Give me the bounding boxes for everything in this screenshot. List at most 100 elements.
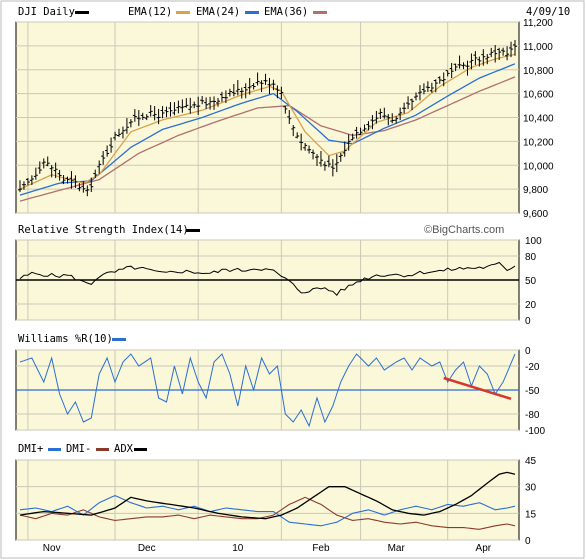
rsi-line bbox=[19, 261, 516, 296]
price-bar bbox=[188, 97, 193, 114]
dmi-minus-line bbox=[19, 496, 516, 530]
price-bar bbox=[267, 77, 272, 94]
williams-title: Williams %R(10) bbox=[18, 333, 113, 345]
y-tick-label: 0 bbox=[525, 316, 531, 327]
dmi-panel: DMI+ DMI- ADX 45 30 15 0 bbox=[15, 443, 537, 547]
price-bar bbox=[152, 106, 157, 121]
price-bar bbox=[101, 151, 106, 165]
price-bar bbox=[366, 121, 371, 131]
williams-trend-annotation bbox=[443, 376, 512, 400]
legend-ema24-label: EMA(24) bbox=[196, 6, 240, 18]
y-tick-label: 80 bbox=[525, 252, 537, 263]
price-y-tick-label: 10,800 bbox=[523, 66, 554, 77]
williams-line bbox=[19, 353, 516, 428]
adx-legend-label: ADX bbox=[114, 443, 134, 455]
price-bar bbox=[271, 79, 276, 91]
price-bar bbox=[73, 175, 78, 188]
price-bar bbox=[433, 79, 438, 93]
price-bar bbox=[425, 81, 430, 93]
legend-ema12-swatch bbox=[176, 11, 190, 14]
price-bar bbox=[406, 96, 411, 110]
price-bar bbox=[132, 109, 137, 122]
price-bar bbox=[160, 106, 165, 119]
price-bar bbox=[382, 107, 387, 119]
dmi-plus-legend-swatch bbox=[48, 448, 61, 451]
price-bar bbox=[457, 55, 462, 69]
y-tick-label: 45 bbox=[525, 456, 537, 467]
dmi-panel-frame bbox=[15, 459, 520, 541]
price-bar bbox=[374, 110, 379, 124]
ema12-polyline bbox=[19, 53, 516, 190]
dmi-minus-legend-label: DMI- bbox=[66, 443, 91, 455]
price-bar bbox=[449, 63, 454, 78]
price-bar bbox=[295, 132, 300, 139]
price-bar bbox=[89, 177, 94, 192]
ema36-line bbox=[19, 76, 516, 202]
williams-panel: Williams %R(10) 0 -20 -50 -80 -100 bbox=[15, 333, 545, 437]
price-bar bbox=[144, 114, 149, 121]
price-bar bbox=[402, 102, 407, 114]
price-bar bbox=[251, 83, 256, 90]
price-bar bbox=[21, 181, 26, 190]
price-bar bbox=[33, 167, 38, 180]
price-bar bbox=[291, 125, 296, 137]
x-axis-label: Dec bbox=[138, 543, 156, 554]
price-bar bbox=[330, 159, 335, 177]
legend-ema36-label: EMA(36) bbox=[264, 6, 308, 18]
dmi-grid bbox=[16, 459, 519, 541]
y-tick-label: 100 bbox=[525, 236, 542, 247]
price-chart-title: DJI Daily bbox=[18, 6, 75, 18]
price-bar bbox=[81, 181, 86, 193]
price-bar bbox=[513, 39, 517, 56]
williams-polyline bbox=[19, 353, 516, 428]
price-bar bbox=[334, 154, 339, 173]
dmi-minus-legend-swatch bbox=[96, 448, 109, 451]
williams-y-ticks: 0 -20 -50 -80 -100 bbox=[525, 346, 545, 437]
price-bar bbox=[497, 47, 502, 61]
y-tick-label: 0 bbox=[525, 346, 531, 357]
price-bar bbox=[243, 83, 248, 99]
x-axis-label: Mar bbox=[388, 543, 406, 554]
price-bar bbox=[208, 96, 213, 110]
price-bar bbox=[398, 107, 403, 121]
price-bar bbox=[307, 145, 312, 154]
price-bar bbox=[37, 161, 42, 174]
y-tick-label: -100 bbox=[525, 426, 545, 437]
y-tick-label: -80 bbox=[525, 410, 540, 421]
bigcharts-watermark: ©BigCharts.com bbox=[424, 224, 504, 236]
price-bar bbox=[25, 177, 30, 186]
dmi-y-ticks: 45 30 15 0 bbox=[525, 456, 537, 547]
rsi-panel: Relative Strength Index(14) ©BigCharts.c… bbox=[15, 224, 542, 327]
price-bar bbox=[113, 131, 118, 141]
price-bar bbox=[346, 134, 351, 151]
price-bar bbox=[172, 102, 177, 116]
price-bar bbox=[18, 180, 22, 193]
y-tick-label: -50 bbox=[525, 386, 540, 397]
williams-legend-swatch bbox=[112, 338, 126, 341]
price-bar bbox=[231, 83, 236, 97]
williams-trendline bbox=[443, 376, 512, 400]
price-bar bbox=[176, 100, 181, 114]
price-bar bbox=[223, 90, 228, 104]
price-bar bbox=[259, 80, 264, 92]
price-y-tick-label: 9,600 bbox=[523, 209, 548, 220]
price-bar bbox=[501, 47, 506, 56]
adx-legend-swatch bbox=[134, 448, 147, 451]
price-bar bbox=[378, 108, 383, 119]
x-axis-label: Nov bbox=[43, 543, 61, 554]
rsi-title: Relative Strength Index(14) bbox=[18, 224, 189, 236]
rsi-legend-swatch bbox=[186, 229, 200, 232]
price-bar bbox=[263, 73, 268, 85]
price-bar bbox=[65, 176, 70, 184]
price-bar bbox=[322, 161, 327, 171]
price-bar bbox=[318, 151, 323, 167]
price-bar bbox=[85, 185, 90, 197]
price-bar bbox=[445, 70, 450, 77]
price-bar bbox=[477, 56, 482, 67]
price-y-tick-label: 10,000 bbox=[523, 161, 554, 172]
price-bar bbox=[279, 86, 284, 99]
price-bar bbox=[148, 105, 153, 117]
price-bar bbox=[247, 78, 252, 95]
price-bar bbox=[124, 118, 129, 134]
y-tick-label: 30 bbox=[525, 483, 537, 494]
